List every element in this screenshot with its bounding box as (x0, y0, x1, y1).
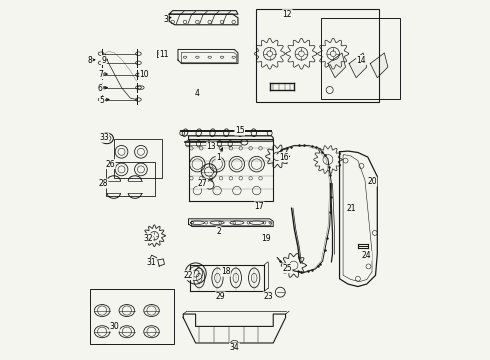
Text: 16: 16 (279, 153, 289, 162)
Polygon shape (349, 53, 367, 78)
Text: 20: 20 (367, 177, 377, 186)
Text: 26: 26 (105, 159, 115, 168)
Text: 7: 7 (98, 70, 103, 79)
Text: 12: 12 (283, 10, 292, 19)
Text: 3: 3 (163, 15, 168, 24)
Text: 19: 19 (261, 234, 271, 243)
Text: 23: 23 (263, 292, 273, 301)
Text: 22: 22 (184, 271, 193, 280)
Bar (106, 162, 155, 196)
Text: 4: 4 (195, 89, 200, 98)
Text: 30: 30 (110, 322, 120, 331)
Bar (321, 18, 400, 99)
Text: 11: 11 (159, 50, 169, 59)
Text: 27: 27 (198, 179, 207, 188)
Polygon shape (370, 53, 388, 78)
Text: 33: 33 (99, 133, 109, 142)
Bar (115, 139, 162, 178)
Text: 24: 24 (362, 251, 371, 260)
Text: 25: 25 (283, 264, 292, 273)
Text: 32: 32 (143, 234, 153, 243)
Text: 15: 15 (235, 126, 245, 135)
Text: 31: 31 (147, 258, 156, 267)
Bar (90, 289, 174, 344)
Text: 21: 21 (346, 204, 356, 213)
Text: 6: 6 (98, 84, 103, 93)
Text: 1: 1 (216, 153, 221, 162)
Text: 13: 13 (207, 142, 216, 151)
Text: 17: 17 (254, 202, 264, 211)
Text: 5: 5 (99, 96, 104, 105)
Text: 8: 8 (87, 55, 92, 64)
Text: 10: 10 (140, 70, 149, 79)
Text: 34: 34 (229, 343, 239, 352)
Text: 9: 9 (101, 55, 106, 64)
Text: 2: 2 (216, 227, 221, 236)
Text: 18: 18 (221, 267, 230, 276)
Text: 14: 14 (357, 55, 366, 64)
Text: 28: 28 (98, 179, 108, 188)
Polygon shape (328, 53, 345, 78)
Text: 29: 29 (216, 292, 225, 301)
Bar (256, 9, 379, 102)
